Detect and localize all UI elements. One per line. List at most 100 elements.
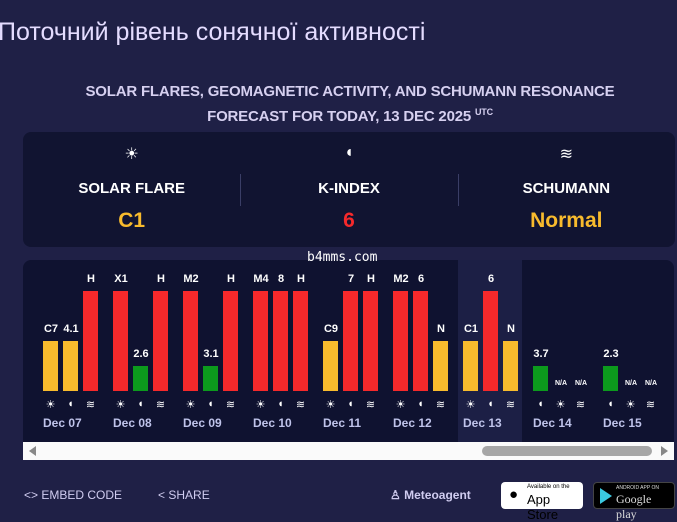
- bar-kindex: [63, 341, 78, 391]
- waves-icon: ≋: [645, 399, 656, 411]
- waves-icon: ≋: [85, 399, 96, 411]
- apple-icon: ●: [509, 486, 519, 503]
- waves-icon: ≋: [435, 399, 446, 411]
- summary-value: Normal: [530, 209, 603, 232]
- day-label: Dec 13: [463, 416, 502, 430]
- bar-label: N: [507, 323, 515, 335]
- magnet-icon: ◖: [537, 398, 544, 410]
- bar-label: 6: [417, 273, 425, 285]
- summary-solar-flare: ☀ SOLAR FLARE C1: [23, 132, 240, 247]
- scroll-right-icon[interactable]: [661, 446, 668, 456]
- code-icon: <>: [24, 488, 39, 502]
- bar-label: 3.7: [533, 348, 549, 360]
- day-label: Dec 12: [393, 416, 432, 430]
- bar-kindex: [413, 291, 428, 391]
- subtitle-line2: FORECAST FOR TODAY, 13 DEC 2025: [207, 108, 471, 125]
- bar-kindex: [273, 291, 288, 391]
- bar-label: N/A: [554, 380, 568, 387]
- waves-icon: ≋: [365, 399, 376, 411]
- bar-label: 8: [277, 273, 285, 285]
- googleplay-label: Google play: [616, 492, 652, 521]
- bar-kindex: [203, 366, 218, 391]
- sun-icon: ☀: [625, 399, 636, 411]
- bar-kindex: [133, 366, 148, 391]
- bar-sun: [323, 341, 338, 391]
- bar-schumann: [153, 291, 168, 391]
- google-play-badge[interactable]: ANDROID APP ON Google play: [593, 482, 675, 521]
- day-label: Dec 08: [113, 416, 152, 430]
- summary-schumann: ≋ SCHUMANN Normal: [457, 132, 675, 247]
- bar-schumann: [83, 291, 98, 391]
- summary-value: 6: [343, 209, 355, 232]
- bar-label: N/A: [624, 380, 638, 387]
- bar-label: N/A: [644, 380, 658, 387]
- bar-label: N: [437, 323, 445, 335]
- day-label: Dec 14: [533, 416, 572, 430]
- bar-label: H: [87, 273, 95, 285]
- bar-label: 7: [347, 273, 355, 285]
- utc-label: UTC: [474, 107, 493, 117]
- bar-sun: [463, 341, 478, 391]
- summary-k-index: ◖ K-INDEX 6: [240, 132, 457, 247]
- sun-icon: ☀: [555, 399, 566, 411]
- bar-label: 3.1: [203, 348, 219, 360]
- scrollbar-thumb[interactable]: [482, 446, 652, 456]
- embed-label: EMBED CODE: [41, 488, 123, 502]
- horizontal-scrollbar[interactable]: [23, 442, 674, 460]
- bar-label: M2: [183, 273, 199, 285]
- day-label: Dec 09: [183, 416, 222, 430]
- bar-label: H: [23, 273, 31, 285]
- magnet-icon: ◖: [417, 398, 424, 410]
- sun-icon: ☀: [395, 399, 406, 411]
- bar-sun: [113, 291, 128, 391]
- bar-label: M4: [253, 273, 269, 285]
- bar-sun: [183, 291, 198, 391]
- subtitle-line1: SOLAR FLARES, GEOMAGNETIC ACTIVITY, AND …: [85, 83, 615, 100]
- bar-label: C1: [463, 323, 479, 335]
- bar-kindex: [343, 291, 358, 391]
- bar-label: H: [297, 273, 305, 285]
- googleplay-small: ANDROID APP ON: [616, 485, 659, 491]
- magnet-icon: ◖: [277, 398, 284, 410]
- app-store-badge[interactable]: ● Available on the App Store: [501, 482, 583, 522]
- bar-label: H: [367, 273, 375, 285]
- waves-icon: ≋: [295, 399, 306, 411]
- day-label: Dec 15: [603, 416, 642, 430]
- appstore-label: App Store: [527, 492, 559, 522]
- share-button[interactable]: < SHARE: [158, 488, 210, 502]
- watermark: b4mms.com: [307, 250, 378, 265]
- bar-label: H: [157, 273, 165, 285]
- bar-label: 2.3: [603, 348, 619, 360]
- waves-icon: ≋: [559, 146, 574, 163]
- scroll-left-icon[interactable]: [29, 446, 36, 456]
- summary-label: K-INDEX: [318, 180, 380, 197]
- magnet-icon: ◖: [207, 398, 214, 410]
- sun-icon: ☀: [325, 399, 336, 411]
- share-label: SHARE: [168, 488, 210, 502]
- sun-icon: ☀: [115, 399, 126, 411]
- waves-icon: ≋: [225, 399, 236, 411]
- meteoagent-link[interactable]: ♙ Meteoagent: [390, 488, 471, 502]
- summary-label: SCHUMANN: [522, 180, 611, 197]
- share-icon: <: [158, 488, 166, 502]
- embed-code-button[interactable]: <> EMBED CODE: [24, 488, 122, 502]
- play-icon: [600, 488, 612, 504]
- bar-label: N/A: [574, 380, 588, 387]
- waves-icon: ≋: [505, 399, 516, 411]
- bar-kindex: [533, 366, 548, 391]
- summary-value: C1: [118, 209, 146, 232]
- bar-kindex: [603, 366, 618, 391]
- bar-label: H: [227, 273, 235, 285]
- sun-icon: ☀: [185, 399, 196, 411]
- day-label: Dec 07: [43, 416, 82, 430]
- bar-label: M2: [393, 273, 409, 285]
- sun-icon: ☀: [124, 146, 139, 163]
- bar-kindex: [483, 291, 498, 391]
- sun-icon: ☀: [255, 399, 266, 411]
- magnet-icon: ◖: [607, 398, 614, 410]
- magnet-icon: ◖: [347, 398, 354, 410]
- bar-label: C7: [43, 323, 59, 335]
- bar-schumann: [293, 291, 308, 391]
- footer: <> EMBED CODE < SHARE ♙ Meteoagent ● Ava…: [0, 482, 677, 522]
